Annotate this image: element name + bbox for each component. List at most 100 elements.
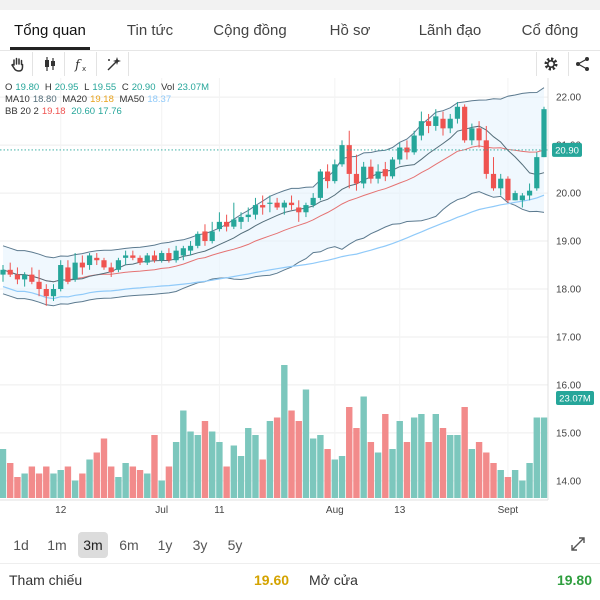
ma-legend: MA10 18.80 MA20 19.18 MA50 18.37 <box>5 94 172 105</box>
bollinger-band-fill <box>3 87 544 306</box>
candle <box>252 197 259 220</box>
volume-bar <box>252 435 259 498</box>
volume-bar <box>201 421 209 498</box>
candle <box>454 101 461 124</box>
volume-bar <box>410 417 418 498</box>
range-6m[interactable]: 6m <box>119 537 139 553</box>
candle <box>79 255 85 275</box>
candle <box>462 104 468 143</box>
candle <box>353 154 360 191</box>
candle <box>498 173 504 196</box>
candle <box>58 260 64 292</box>
ma50-line <box>2 194 545 300</box>
x-tick-label: Aug <box>326 505 344 516</box>
candle <box>519 193 525 208</box>
x-tick-label: Jul <box>155 505 168 516</box>
gear-icon[interactable] <box>536 52 565 76</box>
svg-text:f: f <box>74 58 82 73</box>
candle <box>339 140 345 167</box>
volume-bar <box>511 470 519 498</box>
price-axis: 22.0021.0020.0019.0018.0017.0016.0015.00… <box>547 78 581 500</box>
hand-icon[interactable] <box>4 52 33 76</box>
candlestick-icon[interactable] <box>36 52 65 76</box>
volume-bar <box>281 365 288 498</box>
volume-bar <box>425 442 432 498</box>
tab-community[interactable]: Cộng đồng <box>213 21 287 39</box>
volume-bar <box>338 456 346 498</box>
price-info-row: Tham chiếu 19.60 Mở cửa 19.80 <box>0 563 600 596</box>
tab-news[interactable]: Tin tức <box>126 21 174 39</box>
volume-bar <box>7 463 14 498</box>
share-icon[interactable] <box>568 52 597 76</box>
candle <box>541 106 547 158</box>
candle <box>469 123 475 146</box>
volume-bar <box>382 414 389 498</box>
candle <box>418 111 424 141</box>
candle <box>310 193 316 208</box>
volume-bar <box>295 421 302 498</box>
candle <box>534 152 540 191</box>
volume-bar <box>490 463 497 498</box>
volume-bar <box>57 470 64 498</box>
volume-bar <box>526 463 533 498</box>
price-chart[interactable]: 22.0021.0020.0019.0018.0017.0016.0015.00… <box>0 78 600 528</box>
volume-bar <box>519 480 526 498</box>
last-volume-tag: 23.07M <box>556 391 594 405</box>
tab-shareholders[interactable]: Cổ đông <box>521 21 579 39</box>
candle <box>195 231 201 249</box>
candle <box>216 212 222 232</box>
bb-legend: BB 20 2 19.18 20.60 17.76 <box>5 106 122 117</box>
volume-bar <box>194 435 201 498</box>
volume-bar <box>35 473 43 498</box>
volume-bar <box>71 480 79 498</box>
volume-bar <box>129 466 137 498</box>
tab-profile[interactable]: Hồ sơ <box>329 21 371 39</box>
volume-bar <box>439 428 447 498</box>
candle <box>296 200 302 222</box>
candle <box>22 272 28 287</box>
candle <box>267 195 273 213</box>
volume-bar <box>288 410 295 498</box>
range-selector: 1d 1m 3m 6m 1y 3y 5y <box>0 530 600 560</box>
candle <box>50 284 57 301</box>
candle <box>361 161 367 189</box>
range-1m[interactable]: 1m <box>47 537 67 553</box>
volume-bar <box>21 473 28 498</box>
candle <box>72 253 78 282</box>
candle <box>29 267 35 285</box>
sparkle-icon[interactable] <box>100 52 129 76</box>
candle <box>281 200 287 215</box>
volume-bar <box>165 466 173 498</box>
volume-bar <box>302 389 310 498</box>
volume-bar <box>309 438 317 498</box>
candle <box>209 221 215 244</box>
candle <box>440 111 446 136</box>
y-tick-label: 14.00 <box>556 476 581 487</box>
range-5y[interactable]: 5y <box>227 537 243 553</box>
candle <box>202 224 208 246</box>
candle <box>303 202 309 218</box>
candle <box>382 161 388 182</box>
tab-overview[interactable]: Tổng quan <box>0 10 100 50</box>
range-1d[interactable]: 1d <box>13 537 29 553</box>
expand-icon[interactable] <box>570 536 586 552</box>
volume-bar <box>28 466 36 498</box>
range-1y[interactable]: 1y <box>157 537 173 553</box>
candle <box>483 125 489 179</box>
candle <box>425 113 432 134</box>
range-3m[interactable]: 3m <box>78 532 108 558</box>
candle <box>173 245 179 263</box>
volume-bar <box>223 466 230 498</box>
last-price-tag: 20.90 <box>552 142 582 157</box>
volume-bar <box>136 470 144 498</box>
candle <box>325 164 331 189</box>
tab-leadership[interactable]: Lãnh đạo <box>418 21 482 39</box>
tab-bar: Tổng quan Tin tức Cộng đồng Hồ sơ Lãnh đ… <box>0 10 600 51</box>
ohlc-legend: O 19.80 H 20.95 L 19.55 C 20.90 Vol 23.07M <box>5 82 210 93</box>
candle <box>130 250 136 261</box>
volume-bar <box>540 417 548 498</box>
candle <box>43 284 49 306</box>
candle <box>187 241 194 256</box>
range-3y[interactable]: 3y <box>192 537 208 553</box>
